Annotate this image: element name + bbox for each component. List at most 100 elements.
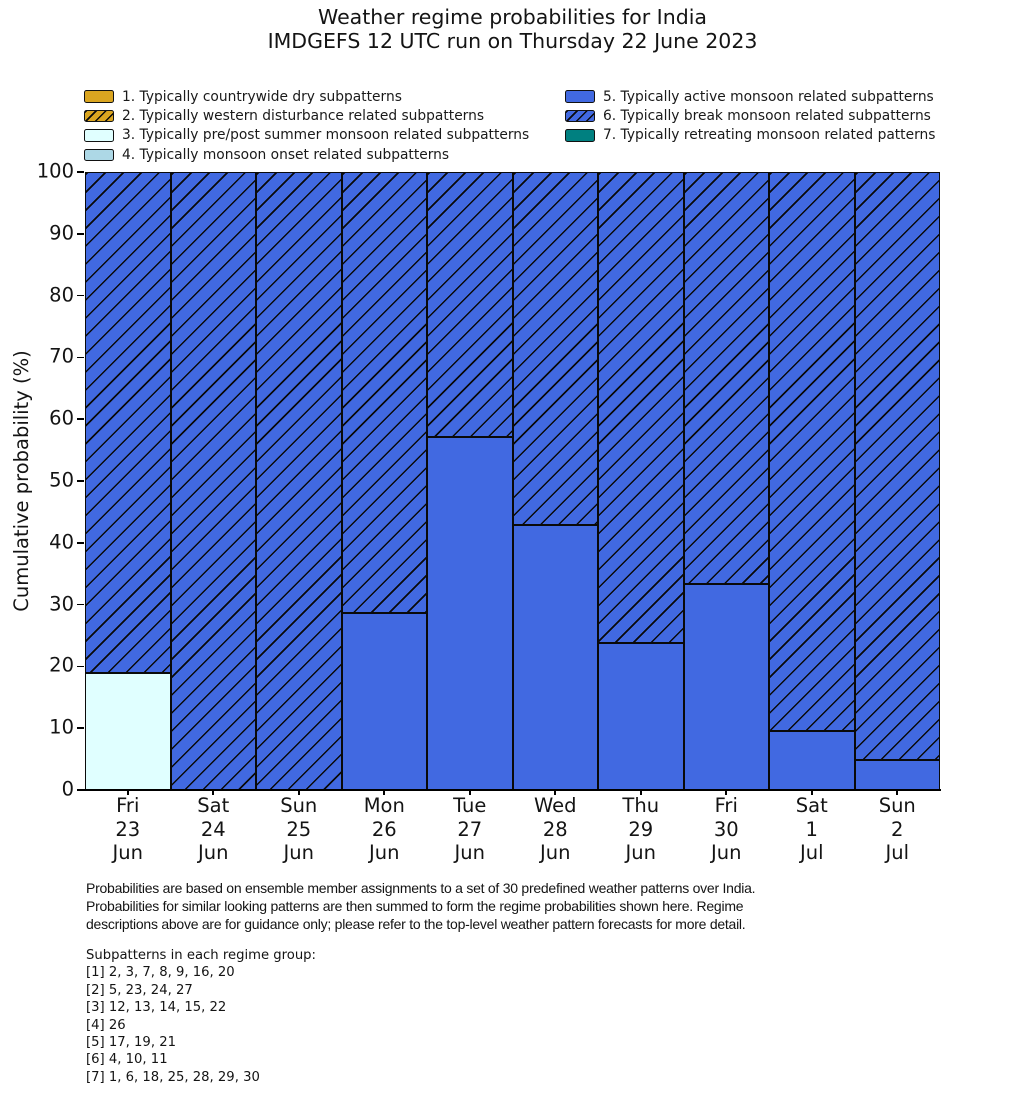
subpattern-group-item: [6] 4, 10, 11	[86, 1052, 168, 1068]
subpatterns-heading: Subpatterns in each regime group:	[86, 948, 317, 963]
x-tick-label: Thu 29 Jun	[591, 794, 691, 865]
x-tick-label-line: 23	[115, 817, 141, 841]
bar-segment	[683, 584, 769, 790]
bar	[769, 172, 855, 790]
y-tick-label: 30	[49, 592, 74, 616]
legend-swatch-icon	[565, 90, 595, 103]
y-tick-mark	[77, 233, 84, 235]
bar-segment	[85, 172, 171, 673]
bar-segment	[341, 613, 427, 790]
bar-segment	[170, 172, 256, 790]
x-tick-mark	[639, 790, 642, 795]
footnote-line: descriptions above are for guidance only…	[86, 916, 746, 933]
legend-item: 5. Typically active monsoon related subp…	[565, 87, 935, 106]
x-tick-label: Fri 30 Jun	[676, 794, 776, 865]
y-tick-mark	[77, 789, 84, 791]
y-tick-mark	[77, 418, 84, 420]
x-tick-label: Fri 23 Jun	[78, 794, 178, 865]
legend-item-label: 1. Typically countrywide dry subpatterns	[122, 88, 402, 105]
subpattern-group-item: [7] 1, 6, 18, 25, 28, 29, 30	[86, 1069, 260, 1085]
legend-item: 3. Typically pre/post summer monsoon rel…	[84, 126, 529, 145]
footnote-paragraph: Probabilities are based on ensemble memb…	[86, 879, 756, 934]
bar-segment	[854, 172, 940, 761]
legend-item-label: 2. Typically western disturbance related…	[122, 108, 485, 125]
legend-swatch-icon	[84, 129, 114, 142]
bar-segment	[341, 172, 427, 614]
x-tick-label: Sat 24 Jun	[163, 794, 263, 865]
y-tick-mark	[77, 171, 84, 173]
legend-item-label: 4. Typically monsoon onset related subpa…	[122, 146, 450, 163]
footnote-line: Probabilities for similar looking patter…	[86, 898, 744, 915]
y-tick-label: 50	[49, 468, 74, 492]
x-tick-mark	[896, 790, 899, 795]
y-tick-mark	[77, 356, 84, 359]
x-tick-mark	[383, 790, 386, 795]
x-tick-label: Mon 26 Jun	[334, 794, 434, 865]
x-tick-label-line: Jun	[454, 841, 485, 864]
x-tick-mark	[468, 790, 471, 795]
legend-swatch-icon	[84, 109, 114, 123]
x-tick-label-line: 27	[457, 817, 483, 841]
legend-item-label: 3. Typically pre/post summer monsoon rel…	[122, 127, 530, 144]
x-tick-label-line: Tue	[453, 794, 487, 817]
x-tick-label-line: Jul	[885, 841, 910, 864]
y-tick-label: 90	[49, 221, 74, 245]
y-tick-mark	[77, 665, 84, 668]
x-tick-label-line: Sun	[878, 794, 916, 817]
x-tick-mark	[212, 790, 215, 795]
subpattern-group-item: [5] 17, 19, 21	[86, 1035, 176, 1051]
bar-segment	[683, 172, 769, 585]
x-tick-label-line: Jun	[198, 841, 229, 864]
legend-swatch-icon	[565, 129, 595, 142]
y-tick-label: 80	[49, 283, 74, 307]
x-tick-label-line: 30	[713, 817, 739, 841]
chart-subtitle: IMDGEFS 12 UTC run on Thursday 22 June 2…	[267, 29, 758, 53]
bar	[854, 172, 940, 790]
bar-segment	[256, 172, 342, 790]
x-tick-label-line: 26	[371, 817, 397, 841]
bar-segment	[598, 642, 684, 790]
y-tick-label: 40	[49, 530, 74, 554]
x-tick-label-line: Jun	[711, 841, 742, 864]
legend-item-label: 6. Typically break monsoon related subpa…	[603, 108, 931, 125]
legend-item: 6. Typically break monsoon related subpa…	[565, 106, 935, 125]
x-tick-label-line: 28	[542, 817, 568, 841]
bar	[512, 172, 598, 790]
y-tick-label: 60	[49, 406, 74, 430]
x-tick-label-line: 29	[628, 817, 654, 841]
x-tick-mark	[725, 790, 728, 795]
legend-column-left: 1. Typically countrywide dry subpatterns…	[84, 87, 529, 165]
x-tick-label-line: Wed	[533, 794, 577, 817]
legend-swatch-icon	[84, 148, 114, 162]
x-tick-label-line: Jun	[112, 841, 143, 864]
x-tick-label-line: Jun	[540, 841, 571, 864]
bar-segment	[854, 760, 940, 790]
legend-item-label: 7. Typically retreating monsoon related …	[603, 127, 936, 144]
x-tick-label-line: 25	[286, 817, 312, 841]
bar-segment	[598, 172, 684, 643]
x-tick-label-line: Sat	[197, 794, 230, 817]
bar	[427, 172, 513, 790]
legend-item: 2. Typically western disturbance related…	[84, 106, 529, 125]
x-axis-spine	[84, 789, 941, 791]
x-tick-label-line: Mon	[363, 794, 405, 817]
y-tick-label: 100	[36, 159, 74, 183]
x-tick-label-line: Fri	[714, 794, 738, 817]
x-tick-label-line: Jun	[625, 841, 656, 864]
x-tick-mark	[554, 790, 557, 795]
x-tick-label-line: Thu	[622, 794, 660, 817]
x-tick-mark	[126, 790, 129, 795]
subpatterns-list: Subpatterns in each regime group: [1] 2,…	[86, 947, 316, 1086]
x-tick-label-line: Jul	[799, 841, 824, 864]
legend-column-right: 5. Typically active monsoon related subp…	[565, 87, 935, 145]
y-tick-label: 70	[49, 344, 74, 368]
x-tick-label: Sun 25 Jun	[249, 794, 349, 865]
x-tick-label-line: 1	[805, 817, 818, 841]
x-tick-label-line: Sat	[795, 794, 828, 817]
x-tick-mark	[810, 790, 813, 795]
bar-segment	[769, 172, 855, 732]
x-tick-label: Sat 1 Jul	[762, 794, 862, 865]
y-tick-mark	[77, 727, 84, 729]
bar	[598, 172, 684, 790]
